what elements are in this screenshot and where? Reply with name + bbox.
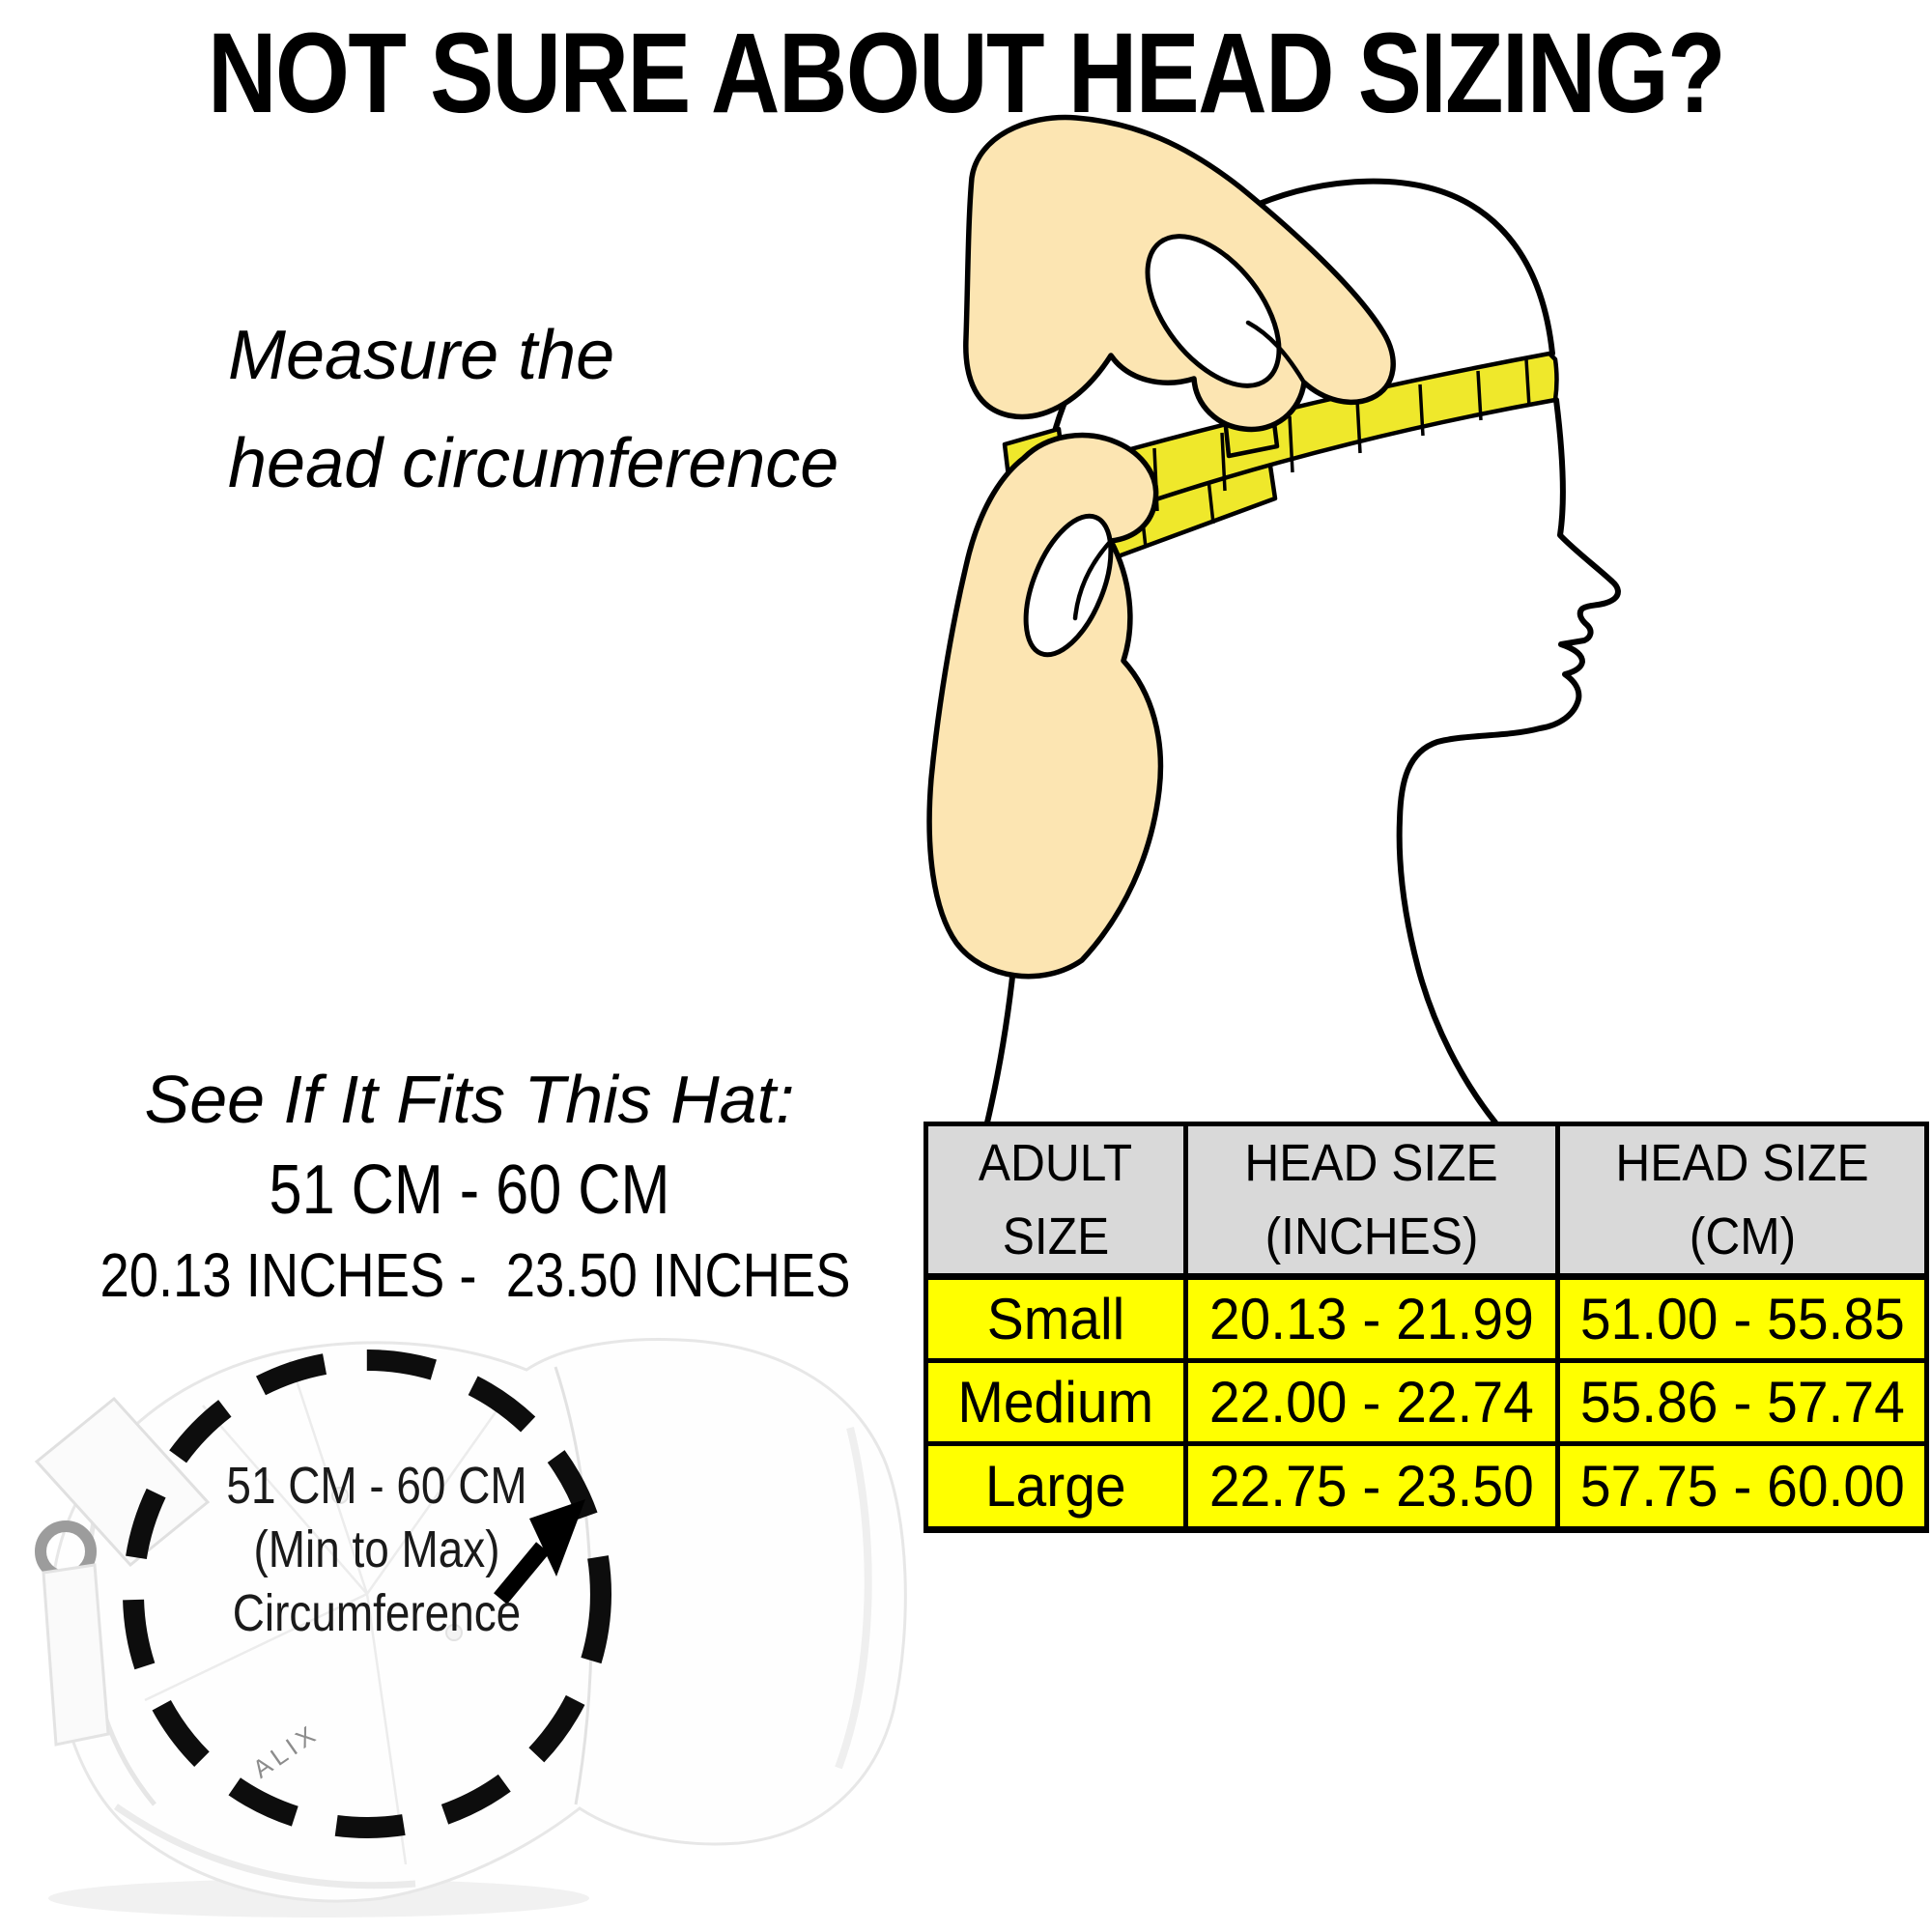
cap-label-line3: Circumference xyxy=(232,1584,522,1642)
table-cell-small-cm: 51.00 - 55.85 xyxy=(1555,1273,1924,1358)
cap-label-line2: (Min to Max) xyxy=(253,1520,500,1578)
fit-check-cm-range: 51 CM - 60 CM xyxy=(269,1151,670,1229)
table-cell-small-inches: 20.13 - 21.99 xyxy=(1183,1273,1555,1358)
table-cell-medium: Medium xyxy=(928,1358,1183,1441)
fit-check-heading: See If It Fits This Hat: xyxy=(144,1062,795,1137)
header-line: (INCHES) xyxy=(1264,1208,1479,1265)
cell-value: Medium xyxy=(957,1370,1154,1435)
hand-top-icon xyxy=(963,114,1396,433)
table-header-head-size-inches: HEAD SIZE (INCHES) xyxy=(1183,1126,1555,1273)
cell-value: 55.86 - 57.74 xyxy=(1579,1370,1905,1435)
cell-value: 20.13 - 21.99 xyxy=(1209,1287,1534,1351)
measure-instruction: Measure the head circumference xyxy=(228,301,838,518)
hand-bottom-icon xyxy=(926,432,1164,980)
measure-instruction-line1: Measure the xyxy=(228,317,615,394)
table-cell-small: Small xyxy=(928,1273,1183,1358)
cap-label-line1: 51 CM - 60 CM xyxy=(226,1457,527,1515)
measure-instruction-line2: head circumference xyxy=(228,425,839,502)
table-cell-medium-inches: 22.00 - 22.74 xyxy=(1183,1358,1555,1441)
cap-circumference-label: 51 CM - 60 CM (Min to Max) Circumference xyxy=(163,1454,590,1645)
size-chart-table: ADULT SIZE HEAD SIZE (INCHES) HEAD SIZE … xyxy=(923,1122,1929,1533)
table-header-adult-size: ADULT SIZE xyxy=(928,1126,1183,1273)
table-cell-medium-cm: 55.86 - 57.74 xyxy=(1555,1358,1924,1441)
cell-value: Small xyxy=(986,1287,1125,1351)
dashed-circumference-circle-icon xyxy=(123,1350,611,1838)
fit-check-note: See If It Fits This Hat: 51 CM - 60 CM 2… xyxy=(35,1055,904,1314)
header-line: SIZE xyxy=(1002,1208,1110,1265)
header-line: ADULT xyxy=(979,1134,1133,1192)
expand-arrow-icon xyxy=(494,1499,585,1605)
table-cell-large-inches: 22.75 - 23.50 xyxy=(1183,1441,1555,1526)
table-cell-large-cm: 57.75 - 60.00 xyxy=(1555,1441,1924,1526)
header-line: HEAD SIZE xyxy=(1615,1134,1869,1192)
page-title: NOT SURE ABOUT HEAD SIZING? xyxy=(208,10,1726,137)
cap-body xyxy=(50,1338,907,1903)
cell-value: 22.00 - 22.74 xyxy=(1209,1370,1534,1435)
cell-value: 22.75 - 23.50 xyxy=(1209,1454,1534,1519)
cell-value: 51.00 - 55.85 xyxy=(1579,1287,1905,1351)
cap-eyelet xyxy=(445,1624,463,1641)
fit-check-inch-range: 20.13 INCHES - 23.50 INCHES xyxy=(99,1240,851,1310)
table-cell-large: Large xyxy=(928,1441,1183,1526)
cap-strap xyxy=(34,1396,211,1747)
table-header-head-size-cm: HEAD SIZE (CM) xyxy=(1555,1126,1924,1273)
header-line: HEAD SIZE xyxy=(1244,1134,1499,1192)
cell-value: Large xyxy=(985,1454,1126,1519)
header-line: (CM) xyxy=(1689,1208,1796,1265)
cap-eyelet xyxy=(331,1487,349,1504)
cell-value: 57.75 - 60.00 xyxy=(1579,1454,1905,1519)
